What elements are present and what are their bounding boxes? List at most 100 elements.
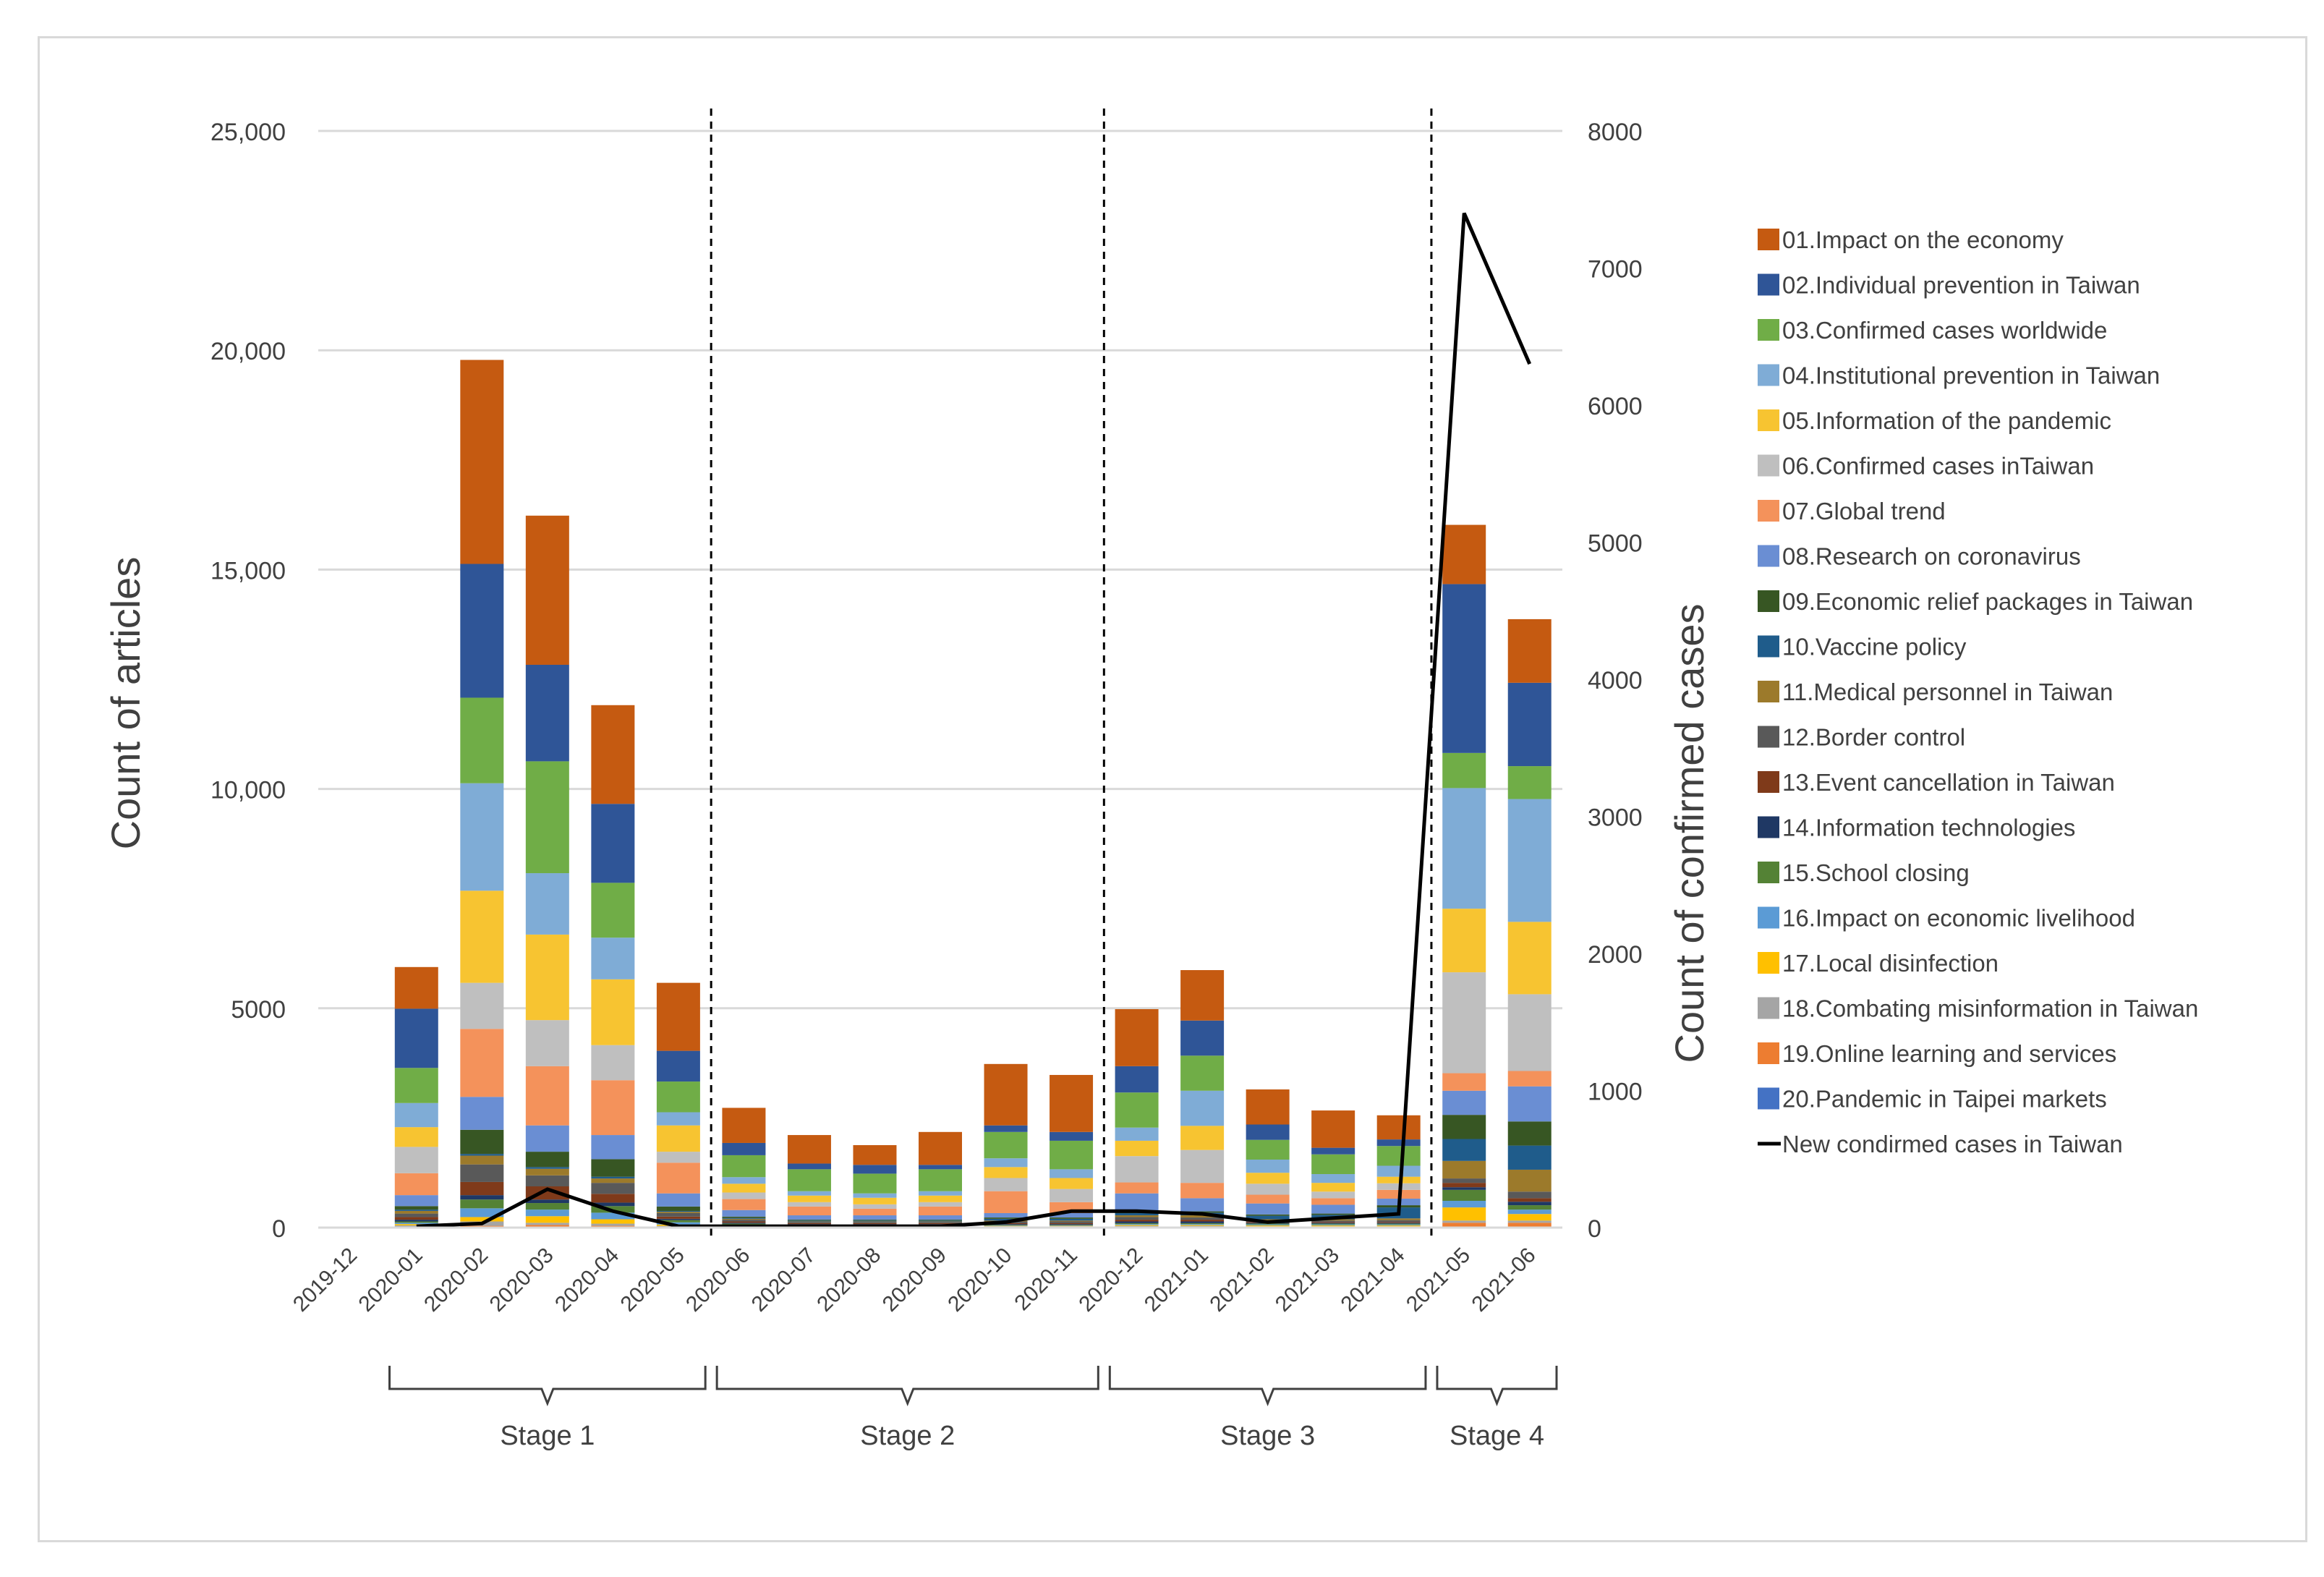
- bar-segment: [853, 1193, 897, 1198]
- bar-segment: [1050, 1178, 1094, 1189]
- legend-entry: 12.Border control: [1782, 724, 1965, 751]
- bar-segment: [1507, 1205, 1552, 1210]
- bar-segment: [1180, 1223, 1225, 1225]
- stage-bracket: [1108, 1366, 1427, 1407]
- bar-segment: [1507, 1071, 1552, 1087]
- bar-segment: [460, 1208, 504, 1217]
- bar-segment: [1115, 1223, 1159, 1225]
- bar-segment: [1050, 1221, 1094, 1223]
- bar-segment: [1507, 682, 1552, 767]
- bar-segment: [394, 1008, 438, 1068]
- bar-segment: [525, 1203, 569, 1210]
- y-tick-label: 15,000: [210, 557, 286, 585]
- bar-segment: [722, 1192, 766, 1199]
- bar-segment: [1507, 1145, 1552, 1170]
- bar-segment: [1180, 1183, 1225, 1199]
- legend-entry: 04.Institutional prevention in Taiwan: [1782, 362, 2160, 389]
- bar-segment: [1507, 922, 1552, 995]
- bar-segment: [853, 1173, 897, 1194]
- bar-segment: [1311, 1222, 1355, 1223]
- bar-segment: [1507, 1121, 1552, 1146]
- bar-segment: [394, 1217, 438, 1220]
- bar-segment: [984, 1063, 1028, 1126]
- bar-segment: [460, 1164, 504, 1182]
- bar-segment: [656, 1193, 700, 1207]
- bar-segment: [787, 1221, 831, 1223]
- bar-segment: [591, 1080, 635, 1136]
- legend-swatch: [1758, 229, 1779, 250]
- bar-segment: [591, 1225, 635, 1228]
- bar-segment: [1115, 1127, 1159, 1141]
- y2-tick-label: 4000: [1588, 667, 1643, 694]
- legend-entry: 20.Pandemic in Taipei markets: [1782, 1086, 2107, 1113]
- bar-segment: [460, 564, 504, 698]
- bar-segment: [1180, 1055, 1225, 1091]
- bar-segment: [787, 1191, 831, 1196]
- bar-segment: [591, 1212, 635, 1220]
- bar-segment: [1115, 1215, 1159, 1217]
- bar-segment: [984, 1178, 1028, 1191]
- bar-segment: [1050, 1074, 1094, 1132]
- bar-segment: [1507, 994, 1552, 1071]
- bar-segment: [1115, 1212, 1159, 1216]
- bar-segment: [460, 890, 504, 983]
- bar-segment: [722, 1183, 766, 1193]
- bar-segment: [1246, 1215, 1290, 1220]
- bar-segment: [656, 1218, 700, 1220]
- bar-segment: [1376, 1223, 1421, 1225]
- bar-segment: [1507, 1191, 1552, 1199]
- bar-segment: [394, 1173, 438, 1196]
- bar-segment: [656, 1112, 700, 1126]
- bar-segment: [787, 1222, 831, 1223]
- bar-segment: [787, 1135, 831, 1164]
- bar-segment: [1507, 1198, 1552, 1202]
- bar-segment: [1115, 1156, 1159, 1183]
- bar-segment: [1050, 1225, 1094, 1227]
- bar-segment: [1507, 1086, 1552, 1122]
- bar-segment: [656, 1210, 700, 1212]
- legend-swatch: [1758, 590, 1779, 612]
- x-tick-label: 2020-09: [878, 1244, 951, 1317]
- x-tick-label: 2020-03: [485, 1244, 558, 1317]
- bar-segment: [394, 1213, 438, 1217]
- bar-segment: [919, 1215, 962, 1220]
- bar-segment: [722, 1199, 766, 1210]
- y2-tick-label: 6000: [1588, 393, 1643, 420]
- bar-segment: [460, 1195, 504, 1200]
- y-tick-label: 25,000: [210, 119, 286, 146]
- legend-swatch: [1758, 906, 1779, 929]
- x-tick-label: 2020-06: [681, 1244, 754, 1317]
- cases-line: [416, 212, 1532, 1228]
- bar-segment: [1115, 1193, 1159, 1211]
- x-tick-label: 2019-12: [289, 1244, 362, 1317]
- bar-segment: [984, 1224, 1028, 1225]
- bar-segment: [1507, 1202, 1552, 1206]
- y2-tick-label: 3000: [1588, 804, 1643, 832]
- bar-segment: [525, 1225, 569, 1228]
- bar-segment: [1180, 1020, 1225, 1056]
- bar-segment: [394, 1220, 438, 1222]
- y-tick-label: 10,000: [210, 777, 286, 804]
- bar-segment: [1311, 1204, 1355, 1214]
- bar-segment: [591, 979, 635, 1045]
- bar-segment: [1115, 1221, 1159, 1223]
- bar-segment: [656, 1222, 700, 1225]
- legend-swatch: [1758, 635, 1779, 658]
- bar-segment: [525, 1223, 569, 1225]
- bar-segment: [1442, 909, 1486, 973]
- bar-segment: [722, 1217, 766, 1219]
- x-tick-label: 2020-05: [616, 1244, 689, 1317]
- stage-label: Stage 1: [500, 1421, 595, 1451]
- bar-segment: [1246, 1173, 1290, 1184]
- bar-segment: [1180, 1215, 1225, 1218]
- bar-segment: [984, 1225, 1028, 1226]
- bar-segment: [1180, 1221, 1225, 1223]
- bar-segment: [1507, 1220, 1552, 1223]
- bar-segment: [525, 761, 569, 874]
- bar-segment: [1180, 1198, 1225, 1212]
- bar-segment: [1442, 1139, 1486, 1161]
- bar-segment: [1246, 1223, 1290, 1225]
- x-tick-label: 2021-04: [1336, 1244, 1409, 1317]
- bar-segment: [525, 1020, 569, 1066]
